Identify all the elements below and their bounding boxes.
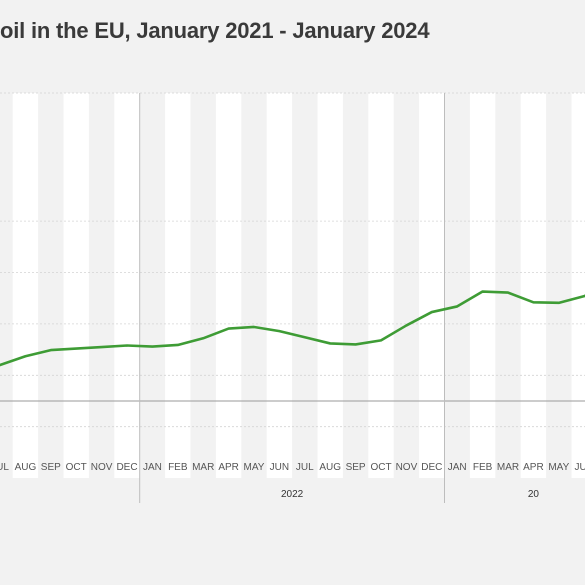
year-label: 2022: [281, 489, 304, 500]
column-band: [469, 93, 496, 478]
x-tick-label: SEP: [41, 462, 61, 473]
chart-title: oil in the EU, January 2021 - January 20…: [0, 18, 430, 43]
x-tick-label: FEB: [168, 462, 188, 473]
x-tick-label: FEB: [473, 462, 493, 473]
x-tick-label: MAY: [548, 462, 569, 473]
column-band: [520, 93, 547, 478]
column-bands: [12, 93, 585, 478]
x-tick-label: JUL: [296, 462, 314, 473]
column-band: [215, 93, 242, 478]
x-tick-label: JAN: [448, 462, 467, 473]
column-band: [266, 93, 293, 478]
x-tick-label: JUN: [270, 462, 289, 473]
column-band: [165, 93, 191, 478]
column-band: [317, 93, 343, 478]
column-band: [63, 93, 89, 478]
month-labels: JULAUGSEPOCTNOVDECJANFEBMARAPRMAYJUNJULA…: [0, 462, 585, 473]
x-tick-label: NOV: [91, 462, 113, 473]
x-tick-label: APR: [523, 462, 544, 473]
year-separators: [139, 93, 445, 503]
column-band: [114, 93, 140, 478]
x-tick-label: MAR: [192, 462, 214, 473]
year-label: 20: [528, 489, 540, 500]
column-band: [419, 93, 445, 478]
x-tick-label: SEP: [346, 462, 366, 473]
x-tick-label: MAY: [244, 462, 265, 473]
x-tick-label: MAR: [497, 462, 519, 473]
data-line: [0, 290, 585, 367]
x-tick-label: OCT: [66, 462, 87, 473]
x-tick-label: DEC: [116, 462, 137, 473]
x-tick-label: AUG: [15, 462, 37, 473]
year-labels: 2022 20: [281, 489, 539, 500]
column-band: [571, 93, 585, 478]
x-tick-label: APR: [218, 462, 239, 473]
x-tick-label: NOV: [396, 462, 418, 473]
x-tick-label: AUG: [319, 462, 341, 473]
x-tick-label: JUL: [0, 462, 9, 473]
x-tick-label: DEC: [421, 462, 442, 473]
gridlines: [0, 92, 585, 428]
column-band: [12, 93, 39, 478]
x-tick-label: JUN: [574, 462, 585, 473]
x-tick-label: OCT: [370, 462, 391, 473]
x-tick-label: JAN: [143, 462, 162, 473]
column-band: [368, 93, 394, 478]
